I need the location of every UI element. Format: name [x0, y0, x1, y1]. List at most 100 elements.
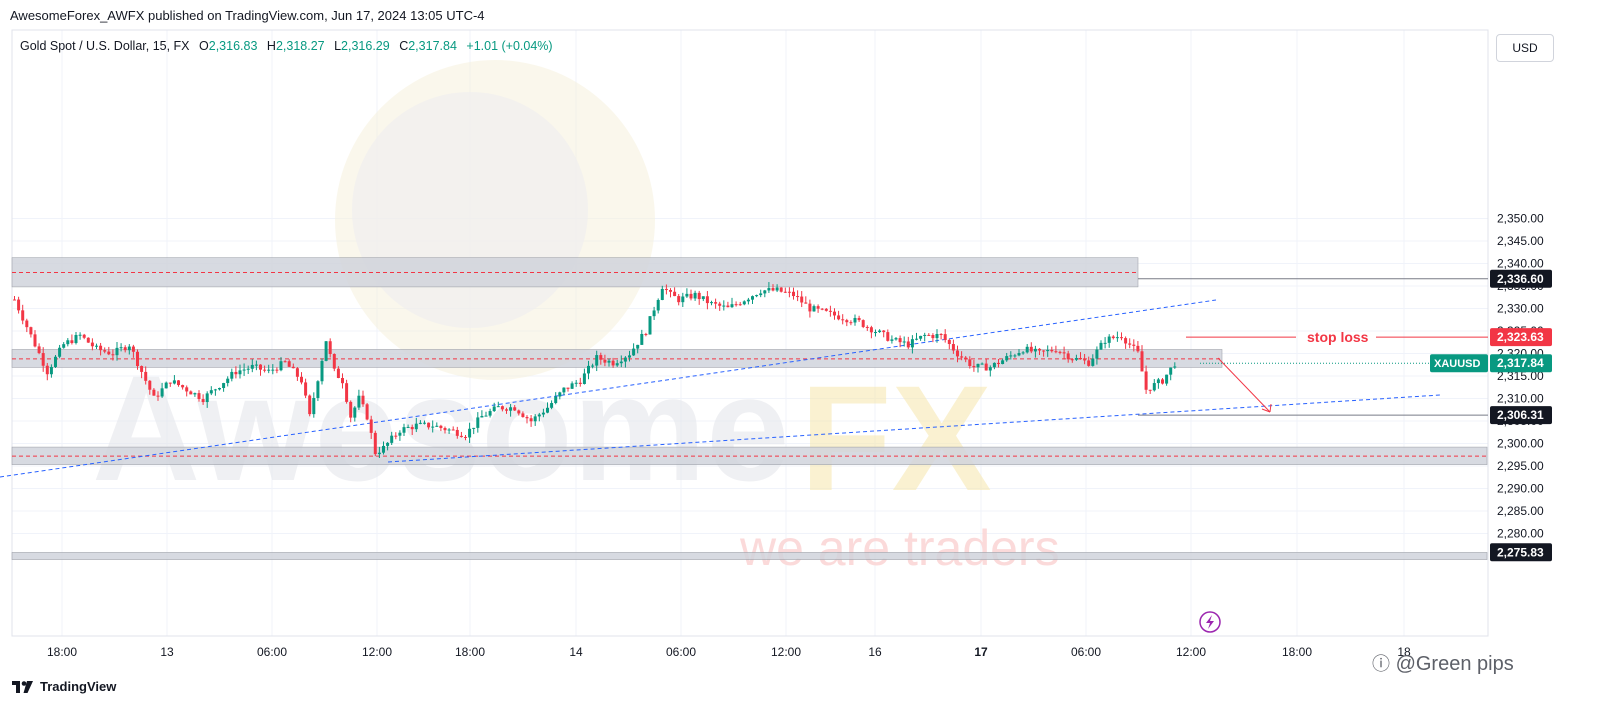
candle [771, 284, 775, 292]
candle [960, 351, 964, 361]
candle [1058, 350, 1062, 355]
tradingview-logo-icon [12, 680, 33, 693]
candle-body [685, 293, 689, 297]
candle [808, 299, 812, 318]
candle-body [115, 347, 119, 356]
candle-body [300, 376, 303, 383]
tradingview-logo[interactable]: TradingView [12, 679, 116, 694]
legend-open: 2,316.83 [208, 39, 258, 53]
candle [603, 354, 607, 367]
candle-body [181, 385, 185, 388]
candle-body [964, 357, 968, 360]
candle [767, 282, 771, 293]
candle [423, 420, 426, 425]
candle-body [939, 333, 943, 335]
candle [283, 360, 287, 363]
candle-body [800, 296, 804, 303]
candle-body [816, 306, 820, 309]
candle-body [320, 360, 324, 382]
candle-body [99, 345, 103, 351]
candle [349, 400, 353, 423]
candle [997, 359, 1000, 368]
candle-body [1124, 338, 1128, 344]
candle [279, 357, 283, 372]
candle [1087, 356, 1091, 367]
candle [656, 298, 660, 314]
publish-caption: AwesomeForex_AWFX published on TradingVi… [10, 8, 485, 23]
candle [718, 301, 722, 311]
candle-body [656, 299, 660, 311]
zone-box-4 [11, 552, 1488, 560]
candle-body [304, 382, 308, 396]
watermark-fx: FX [800, 354, 992, 522]
candle [1173, 362, 1177, 369]
candle [1161, 378, 1164, 385]
candle [910, 335, 914, 354]
trade-annotations: stop loss [1186, 329, 1488, 633]
candlestick-series [13, 282, 1177, 459]
candle [1005, 352, 1009, 362]
candle-body [107, 351, 111, 355]
candle [681, 292, 685, 308]
x-tick-label: 06:00 [1071, 645, 1101, 659]
candle-body [718, 303, 722, 306]
candle-body [500, 406, 504, 410]
candle-body [209, 390, 213, 394]
candle-body [910, 339, 914, 348]
candle-body [738, 304, 742, 306]
candle-body [677, 296, 681, 303]
candle-body [562, 387, 566, 393]
candle [308, 394, 312, 417]
candle [185, 385, 189, 397]
candle-body [1111, 336, 1115, 339]
candle-body [414, 423, 418, 430]
candle-body [230, 371, 234, 379]
candle-body [636, 344, 640, 349]
candle-body [21, 310, 25, 321]
candle [669, 288, 672, 298]
candle [734, 301, 738, 307]
price-label-box [1490, 406, 1552, 425]
candle [177, 380, 180, 387]
candle [66, 338, 70, 347]
candle [812, 304, 816, 312]
candle [837, 310, 841, 321]
candle-body [476, 417, 480, 428]
price-label-text: 2,317.84 [1497, 356, 1544, 370]
stop-loss-label: stop loss [1307, 329, 1369, 345]
candle-body [886, 332, 890, 341]
candle-body [947, 339, 951, 345]
candle-body [923, 334, 927, 336]
candle [660, 285, 664, 301]
watermark-tagline: we are traders [739, 520, 1060, 576]
candle [209, 386, 213, 396]
candle [619, 355, 623, 368]
candle [1066, 350, 1070, 363]
candle [558, 391, 562, 400]
currency-button[interactable]: USD [1496, 34, 1554, 62]
candle [324, 341, 328, 362]
candle-body [537, 414, 541, 417]
candle [488, 408, 492, 418]
y-tick-label: 2,340.00 [1497, 257, 1544, 271]
candle-body [997, 362, 1000, 365]
candle-body [1025, 346, 1029, 353]
candle-body [279, 361, 283, 371]
candle [119, 343, 123, 352]
candle [90, 338, 94, 351]
candle-body [1140, 351, 1144, 372]
candle-body [136, 351, 139, 367]
candle [451, 426, 455, 431]
candle [1046, 345, 1050, 357]
candle [906, 336, 910, 350]
candle-body [267, 369, 271, 371]
candle [869, 325, 873, 339]
candle-body [660, 288, 664, 300]
candle [377, 446, 381, 459]
candle-body [291, 366, 295, 369]
candle [816, 304, 820, 313]
candle-body [246, 368, 250, 370]
candle-body [242, 369, 246, 371]
